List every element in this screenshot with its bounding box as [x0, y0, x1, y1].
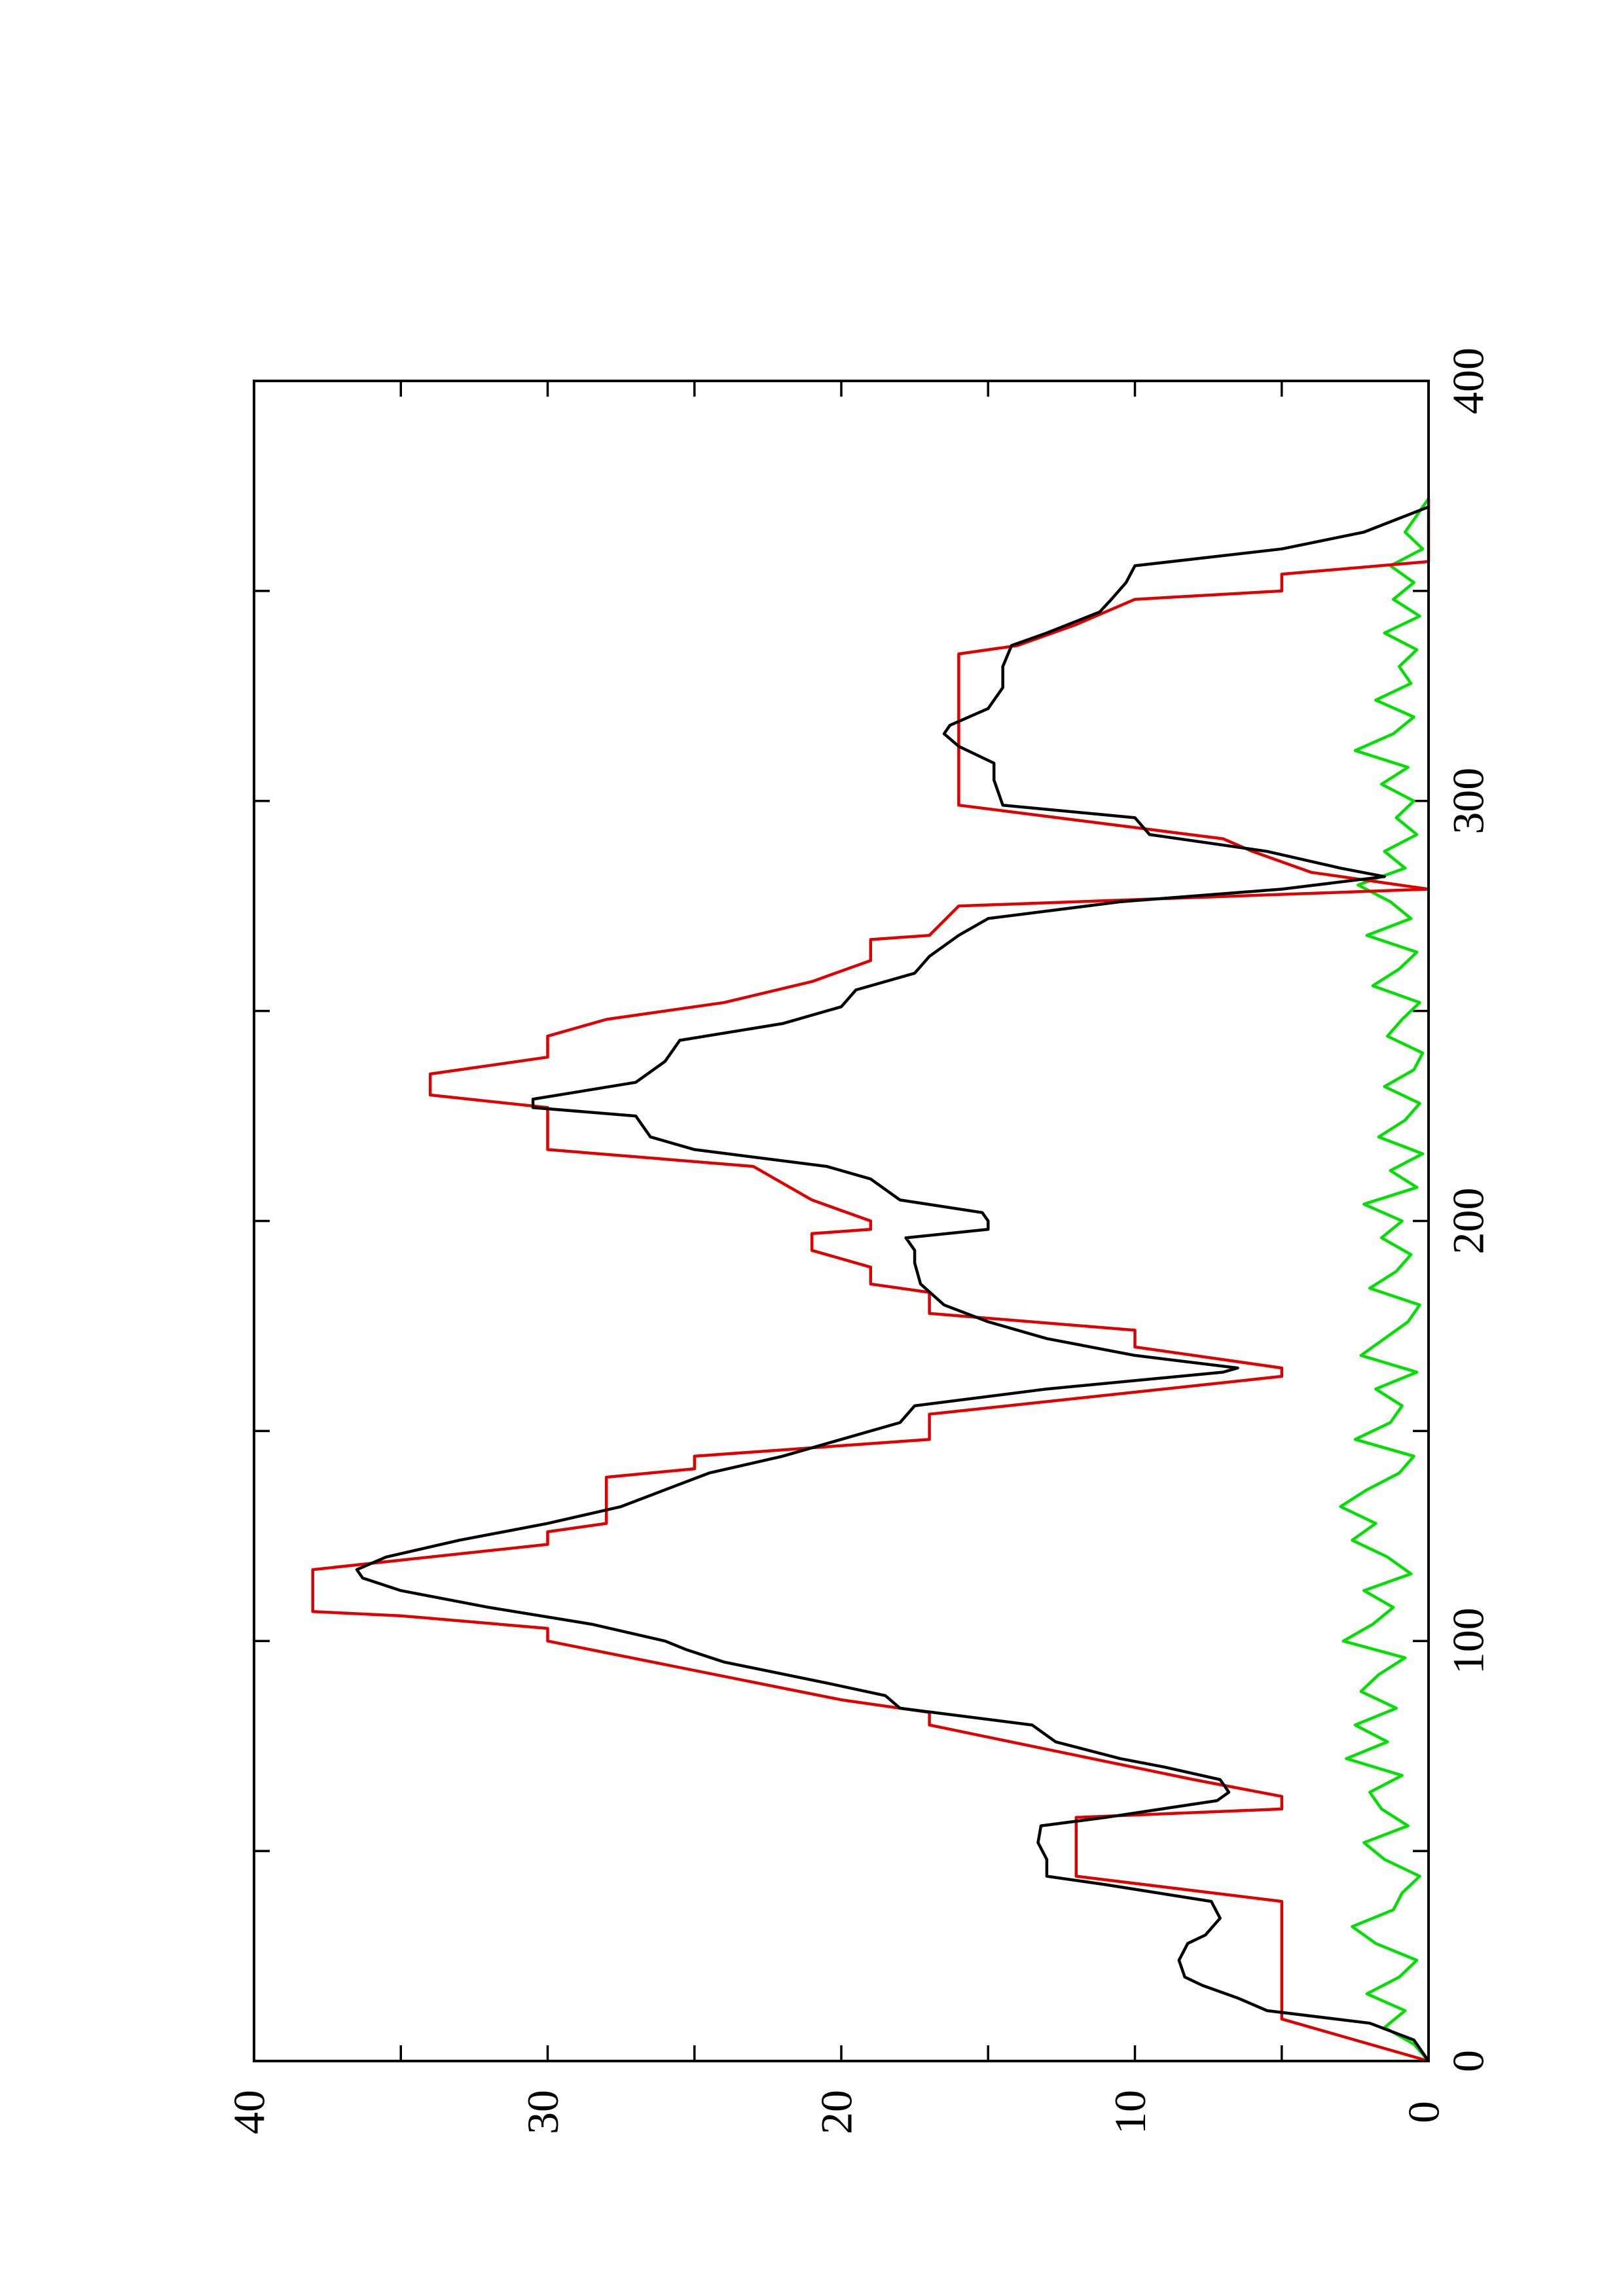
x-tick-label: 300 [1444, 768, 1493, 834]
plot-frame [253, 380, 1430, 2062]
data-line [1339, 497, 1430, 2062]
x-tick-label: 100 [1444, 1607, 1493, 1674]
y-tick-label: 10 [1105, 2090, 1155, 2134]
x-tick-label: 400 [1444, 348, 1493, 414]
y-tick-label: 40 [225, 2090, 274, 2134]
y-tick-label: 0 [1399, 2101, 1449, 2123]
data-line [355, 505, 1430, 2062]
y-tick-label: 20 [812, 2090, 862, 2134]
y-tick-label: 30 [518, 2090, 568, 2134]
data-line [311, 498, 1431, 2063]
x-tick-label: 0 [1444, 2050, 1493, 2072]
x-tick-label: 200 [1444, 1188, 1493, 1255]
